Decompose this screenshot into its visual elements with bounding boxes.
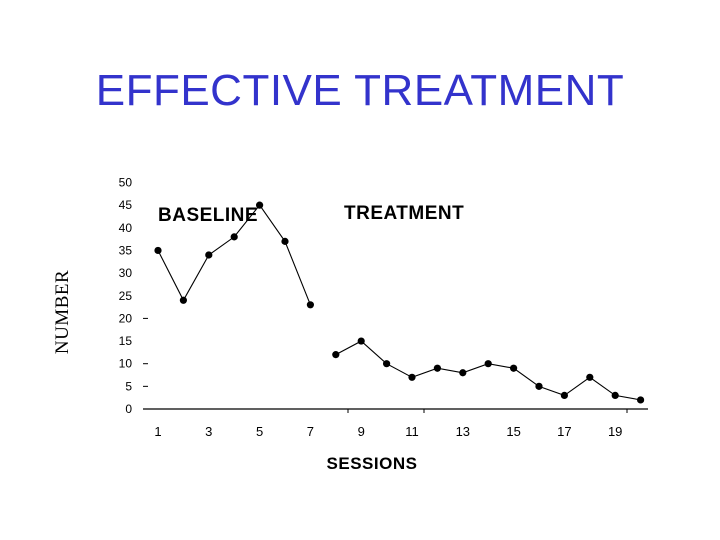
data-point bbox=[586, 373, 594, 381]
x-tick-label: 7 bbox=[307, 424, 314, 439]
y-tick-label: 40 bbox=[119, 221, 133, 235]
data-point bbox=[230, 233, 238, 241]
data-point bbox=[281, 237, 289, 245]
data-point bbox=[383, 360, 391, 368]
phase-label-treatment: TREATMENT bbox=[344, 203, 464, 224]
data-point bbox=[306, 301, 314, 309]
y-axis-label: NUMBER bbox=[52, 270, 73, 354]
y-tick-label: 25 bbox=[119, 289, 133, 303]
y-tick-label: 5 bbox=[125, 379, 132, 393]
y-tick-label: 35 bbox=[119, 243, 133, 257]
x-axis-label: SESSIONS bbox=[327, 454, 418, 473]
data-point bbox=[408, 373, 416, 381]
data-point bbox=[535, 382, 543, 390]
data-point bbox=[459, 369, 467, 377]
data-point bbox=[332, 351, 340, 359]
y-tick-label: 50 bbox=[119, 176, 133, 190]
x-tick-label: 1 bbox=[154, 424, 161, 439]
data-point bbox=[256, 201, 264, 209]
chart-axes bbox=[143, 317, 648, 413]
data-point bbox=[154, 246, 162, 255]
x-tick-label: 19 bbox=[608, 424, 622, 439]
slide-title: EFFECTIVE TREATMENT bbox=[95, 66, 625, 115]
x-tick-label: 17 bbox=[557, 424, 571, 439]
data-points bbox=[154, 201, 645, 404]
data-point bbox=[611, 391, 619, 400]
y-tick-label: 20 bbox=[119, 311, 133, 325]
x-tick-label: 13 bbox=[456, 424, 470, 439]
x-tick-label: 3 bbox=[205, 424, 212, 439]
x-tick-label: 15 bbox=[506, 424, 520, 439]
data-point bbox=[509, 364, 518, 372]
data-point bbox=[433, 364, 441, 372]
data-point bbox=[484, 360, 492, 368]
data-point bbox=[357, 337, 365, 345]
y-tick-label: 15 bbox=[119, 334, 133, 348]
y-tick-label: 45 bbox=[119, 198, 133, 212]
series-lines bbox=[157, 204, 641, 401]
y-tick-label: 0 bbox=[125, 402, 132, 416]
x-tick-label: 11 bbox=[405, 424, 419, 439]
y-tick-labels: 0 5 10 15 20 25 30 35 40 45 50 bbox=[119, 176, 133, 417]
data-point bbox=[637, 396, 645, 404]
x-tick-label: 9 bbox=[358, 424, 365, 439]
x-tick-label: 5 bbox=[256, 424, 263, 439]
y-tick-label: 30 bbox=[119, 266, 133, 280]
x-tick-labels: 1 3 5 7 9 11 13 15 17 19 bbox=[154, 424, 622, 439]
data-point bbox=[205, 251, 213, 259]
phase-label-baseline: BASELINE bbox=[158, 205, 258, 226]
data-point bbox=[179, 296, 187, 304]
data-point bbox=[560, 391, 569, 400]
y-tick-label: 10 bbox=[119, 357, 133, 371]
series-line-treatment bbox=[335, 340, 641, 401]
